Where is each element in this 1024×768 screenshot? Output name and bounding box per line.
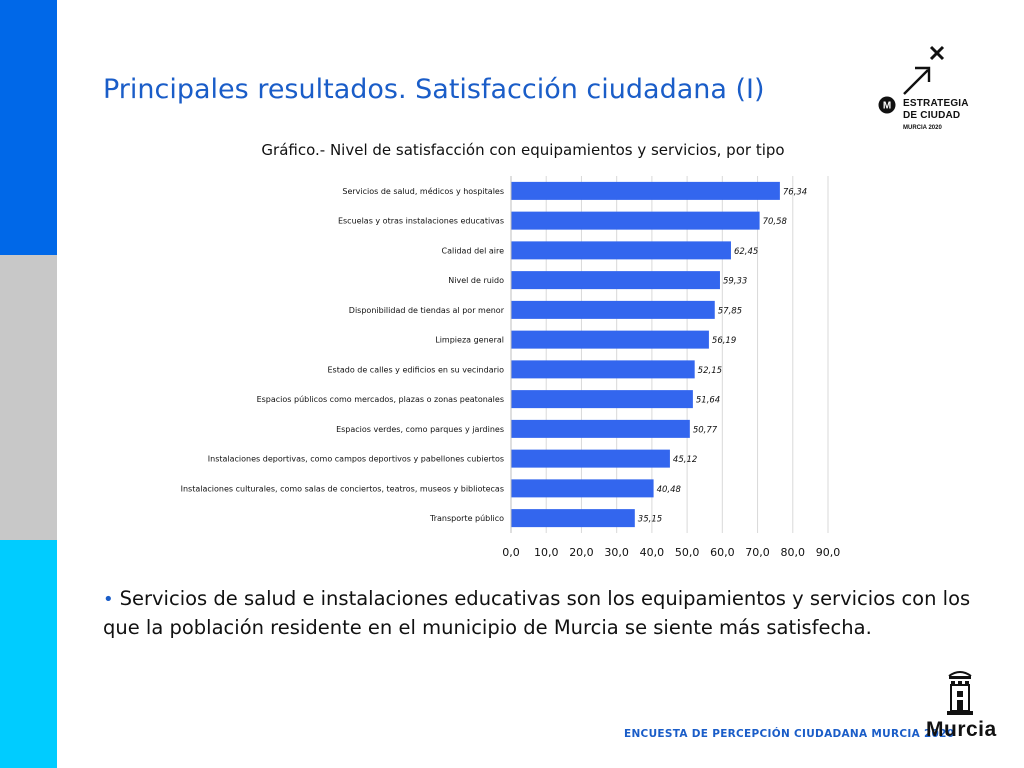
value-label: 50,77 bbox=[693, 425, 718, 435]
value-label: 40,48 bbox=[657, 485, 682, 495]
x-tick-label: 90,0 bbox=[816, 546, 841, 559]
value-label: 45,12 bbox=[673, 455, 697, 465]
value-label: 57,85 bbox=[718, 306, 742, 316]
value-label: 35,15 bbox=[638, 515, 662, 525]
category-label: Calidad del aire bbox=[442, 246, 505, 255]
strategy-logo-line2: DE CIUDAD bbox=[903, 110, 961, 121]
value-label: 76,34 bbox=[783, 187, 807, 197]
strategy-logo-line3: MURCIA 2020 bbox=[903, 125, 942, 131]
value-label: 70,58 bbox=[763, 217, 788, 227]
chart-title: Gráfico.- Nivel de satisfacción con equi… bbox=[261, 141, 785, 159]
value-label: 52,15 bbox=[698, 366, 722, 376]
x-tick-label: 0,0 bbox=[502, 546, 520, 559]
bar bbox=[511, 479, 654, 498]
side-band-cyan bbox=[0, 540, 57, 768]
svg-text:M: M bbox=[883, 101, 891, 112]
x-tick-label: 30,0 bbox=[604, 546, 629, 559]
x-tick-label: 80,0 bbox=[781, 546, 806, 559]
value-label: 56,19 bbox=[712, 336, 736, 346]
category-label: Nivel de ruido bbox=[448, 276, 504, 285]
x-tick-label: 10,0 bbox=[534, 546, 559, 559]
bar bbox=[511, 271, 720, 290]
bar bbox=[511, 330, 709, 349]
side-band-grey bbox=[0, 255, 57, 540]
category-label: Limpieza general bbox=[435, 336, 504, 345]
bullet-icon: • bbox=[103, 589, 114, 610]
bar bbox=[511, 449, 670, 468]
strategy-logo: M ESTRATEGIA DE CIUDAD MURCIA 2020 bbox=[868, 42, 969, 134]
bar bbox=[511, 300, 715, 319]
category-label: Instalaciones deportivas, como campos de… bbox=[208, 455, 504, 464]
category-label: Transporte público bbox=[429, 514, 504, 523]
value-label: 62,45 bbox=[734, 247, 758, 257]
value-label: 51,64 bbox=[696, 396, 720, 406]
body-text: Servicios de salud e instalaciones educa… bbox=[103, 587, 971, 639]
category-label: Espacios públicos como mercados, plazas … bbox=[257, 395, 504, 404]
category-label: Disponibilidad de tiendas al por menor bbox=[349, 306, 505, 315]
x-tick-label: 20,0 bbox=[569, 546, 594, 559]
category-label: Escuelas y otras instalaciones educativa… bbox=[338, 217, 504, 226]
body-paragraph: • Servicios de salud e instalaciones educ… bbox=[103, 585, 983, 642]
murcia-logo-word: Murcia bbox=[926, 718, 997, 741]
strategy-logo-line1: ESTRATEGIA bbox=[903, 98, 969, 109]
x-tick-label: 70,0 bbox=[745, 546, 770, 559]
footer-text: ENCUESTA DE PERCEPCIÓN CIUDADANA MURCIA … bbox=[624, 728, 955, 740]
bar bbox=[511, 181, 780, 200]
value-label: 59,33 bbox=[723, 277, 747, 287]
bar bbox=[511, 509, 635, 528]
bar bbox=[511, 390, 693, 409]
arrow-cross-logo-icon: M bbox=[878, 45, 945, 114]
x-tick-label: 50,0 bbox=[675, 546, 700, 559]
category-label: Servicios de salud, médicos y hospitales bbox=[342, 186, 504, 196]
category-label: Estado de calles y edificios en su vecin… bbox=[327, 365, 504, 374]
category-label: Espacios verdes, como parques y jardines bbox=[336, 425, 504, 434]
page-title: Principales resultados. Satisfacción ciu… bbox=[103, 74, 765, 105]
bar bbox=[511, 419, 690, 438]
bar bbox=[511, 211, 760, 230]
side-band-blue bbox=[0, 0, 57, 255]
category-label: Instalaciones culturales, como salas de … bbox=[181, 484, 504, 493]
murcia-logo: Murcia bbox=[924, 666, 996, 746]
bar bbox=[511, 241, 731, 260]
castle-crest-icon bbox=[947, 671, 973, 715]
x-tick-label: 40,0 bbox=[640, 546, 665, 559]
x-tick-label: 60,0 bbox=[710, 546, 735, 559]
bar bbox=[511, 360, 695, 379]
